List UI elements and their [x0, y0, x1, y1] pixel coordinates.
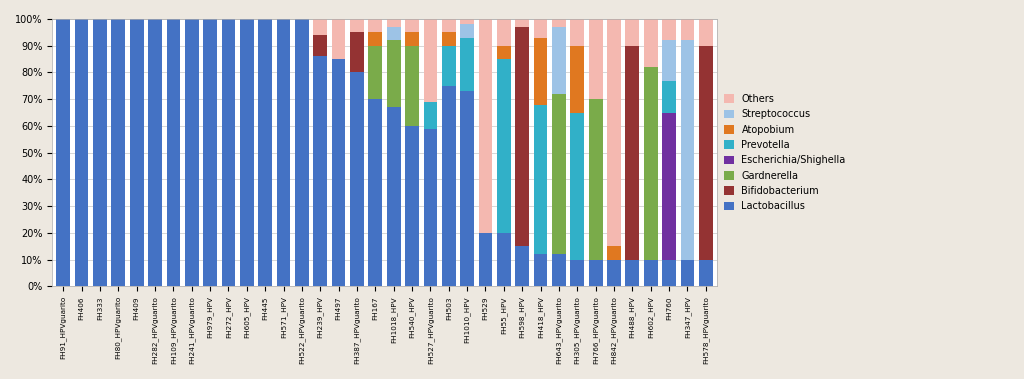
Bar — [460, 38, 474, 91]
Bar — [460, 91, 474, 287]
Bar — [515, 246, 529, 287]
Bar — [570, 46, 584, 113]
Bar — [644, 19, 657, 67]
Bar — [460, 19, 474, 24]
Bar — [644, 260, 657, 287]
Bar — [663, 19, 676, 41]
Bar — [240, 19, 254, 287]
Bar — [570, 113, 584, 260]
Bar — [148, 19, 162, 287]
Bar — [460, 24, 474, 38]
Bar — [663, 80, 676, 113]
Bar — [406, 126, 419, 287]
Bar — [570, 260, 584, 287]
Bar — [424, 19, 437, 102]
Bar — [167, 19, 180, 287]
Bar — [699, 46, 713, 260]
Bar — [644, 67, 657, 260]
Bar — [589, 260, 602, 287]
Bar — [552, 19, 566, 27]
Bar — [589, 99, 602, 260]
Bar — [478, 19, 493, 233]
Bar — [442, 86, 456, 287]
Bar — [185, 19, 199, 287]
Bar — [369, 99, 382, 287]
Bar — [681, 19, 694, 41]
Bar — [534, 38, 548, 105]
Bar — [313, 19, 327, 35]
Bar — [534, 19, 548, 38]
Bar — [387, 107, 400, 287]
Bar — [406, 32, 419, 46]
Bar — [552, 254, 566, 287]
Bar — [552, 27, 566, 94]
Bar — [258, 19, 272, 287]
Bar — [406, 46, 419, 126]
Bar — [699, 19, 713, 46]
Bar — [332, 59, 345, 287]
Bar — [332, 19, 345, 59]
Bar — [350, 19, 364, 32]
Bar — [607, 260, 621, 287]
Bar — [406, 19, 419, 32]
Bar — [663, 113, 676, 260]
Bar — [75, 19, 88, 287]
Bar — [313, 35, 327, 56]
Bar — [607, 19, 621, 246]
Bar — [442, 46, 456, 86]
Bar — [350, 72, 364, 287]
Bar — [607, 246, 621, 260]
Bar — [424, 128, 437, 287]
Bar — [534, 105, 548, 254]
Legend: Others, Streptococcus, Atopobium, Prevotella, Escherichia/Shighella, Gardnerella: Others, Streptococcus, Atopobium, Prevot… — [720, 90, 850, 215]
Bar — [369, 19, 382, 32]
Bar — [276, 19, 291, 287]
Bar — [515, 19, 529, 27]
Bar — [699, 260, 713, 287]
Bar — [313, 56, 327, 287]
Bar — [203, 19, 217, 287]
Bar — [56, 19, 70, 287]
Bar — [387, 19, 400, 27]
Bar — [497, 59, 511, 233]
Bar — [442, 32, 456, 46]
Bar — [350, 32, 364, 72]
Bar — [497, 19, 511, 46]
Bar — [552, 94, 566, 254]
Bar — [626, 260, 639, 287]
Bar — [681, 41, 694, 260]
Bar — [515, 27, 529, 246]
Bar — [497, 233, 511, 287]
Bar — [534, 254, 548, 287]
Bar — [369, 46, 382, 99]
Bar — [387, 41, 400, 107]
Bar — [424, 102, 437, 128]
Bar — [589, 19, 602, 99]
Bar — [221, 19, 236, 287]
Bar — [663, 41, 676, 80]
Bar — [626, 19, 639, 46]
Bar — [442, 19, 456, 32]
Bar — [570, 19, 584, 46]
Bar — [663, 260, 676, 287]
Bar — [93, 19, 106, 287]
Bar — [626, 46, 639, 260]
Bar — [387, 27, 400, 41]
Bar — [112, 19, 125, 287]
Bar — [478, 233, 493, 287]
Bar — [295, 19, 309, 287]
Bar — [369, 32, 382, 46]
Bar — [681, 260, 694, 287]
Bar — [497, 46, 511, 59]
Bar — [130, 19, 143, 287]
